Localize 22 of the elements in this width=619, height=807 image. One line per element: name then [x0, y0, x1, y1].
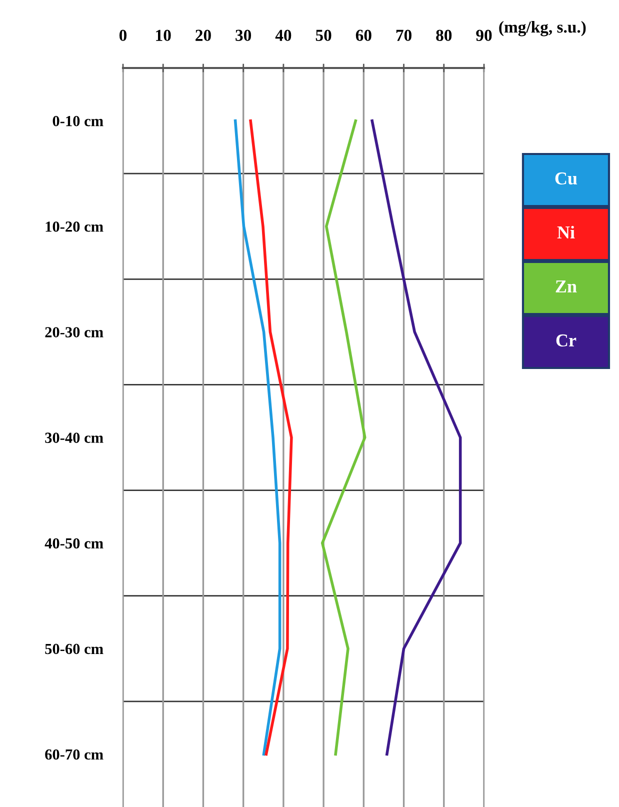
x-tick-label: 90: [476, 30, 492, 42]
y-tick-label: 40-50 cm: [44, 538, 104, 549]
x-tick-label: 20: [196, 30, 211, 42]
x-tick-label: 70: [396, 30, 412, 42]
y-tick-label: 30-40 cm: [45, 432, 104, 443]
x-tick-label: 0: [119, 30, 127, 42]
x-tick-label: 30: [236, 30, 252, 42]
y-tick-label: 60-70 cm: [45, 749, 104, 760]
text: Ni: [557, 226, 575, 238]
text: Cu: [555, 172, 578, 185]
y-tick-label: 0-10 cm: [52, 116, 104, 126]
y-tick-label: 10-20 cm: [46, 222, 104, 232]
y-tick-label: 20-30 cm: [45, 327, 104, 338]
x-tick-label: 60: [356, 30, 372, 42]
x-tick-label: 50: [316, 30, 332, 42]
x-tick-label: 40: [275, 30, 292, 42]
y-tick-label: 50-60 cm: [45, 644, 104, 654]
x-tick-label: 80: [436, 30, 452, 42]
text: Zn: [556, 280, 577, 292]
text: Cr: [556, 334, 576, 347]
x-tick-label: 10: [156, 30, 171, 42]
x-axis-title: (mg/kg, s.u.): [499, 20, 586, 36]
